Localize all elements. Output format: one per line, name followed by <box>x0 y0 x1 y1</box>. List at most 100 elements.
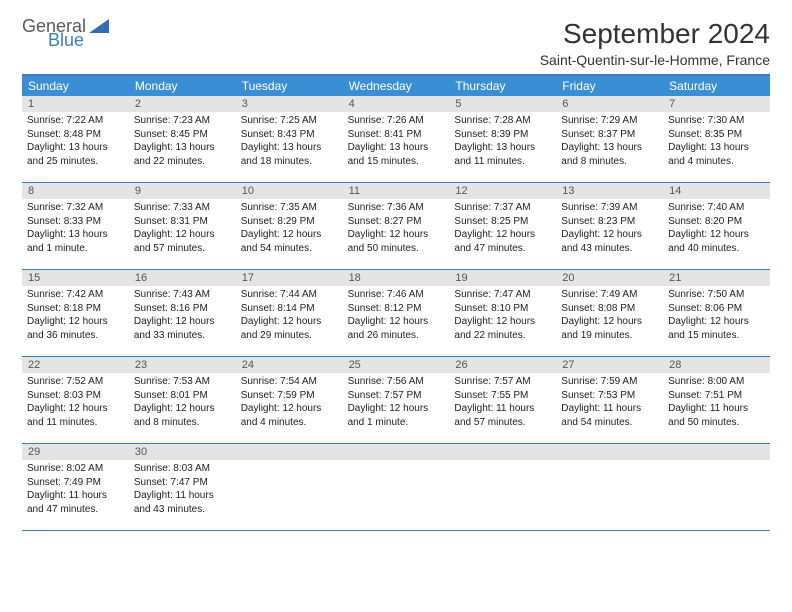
weeks-container: 1Sunrise: 7:22 AMSunset: 8:48 PMDaylight… <box>22 96 770 531</box>
logo-triangle-icon <box>89 19 109 33</box>
daylight-line1: Daylight: 12 hours <box>241 315 338 329</box>
sunrise-text: Sunrise: 7:56 AM <box>348 375 445 389</box>
calendar-day: 24Sunrise: 7:54 AMSunset: 7:59 PMDayligh… <box>236 357 343 443</box>
logo-text: General Blue <box>22 18 109 48</box>
calendar-day: 10Sunrise: 7:35 AMSunset: 8:29 PMDayligh… <box>236 183 343 269</box>
sunrise-text: Sunrise: 7:52 AM <box>27 375 124 389</box>
calendar-day: 25Sunrise: 7:56 AMSunset: 7:57 PMDayligh… <box>343 357 450 443</box>
daylight-line1: Daylight: 11 hours <box>668 402 765 416</box>
sunrise-text: Sunrise: 7:39 AM <box>561 201 658 215</box>
month-title: September 2024 <box>540 18 770 50</box>
day-number: 3 <box>236 96 343 112</box>
sunrise-text: Sunrise: 7:32 AM <box>27 201 124 215</box>
daylight-line2: and 33 minutes. <box>134 329 231 343</box>
daylight-line2: and 54 minutes. <box>241 242 338 256</box>
sunset-text: Sunset: 8:39 PM <box>454 128 551 142</box>
day-number: 20 <box>556 270 663 286</box>
day-body: Sunrise: 7:42 AMSunset: 8:18 PMDaylight:… <box>22 286 129 346</box>
calendar-day: 11Sunrise: 7:36 AMSunset: 8:27 PMDayligh… <box>343 183 450 269</box>
day-body <box>236 460 343 526</box>
calendar-day: 21Sunrise: 7:50 AMSunset: 8:06 PMDayligh… <box>663 270 770 356</box>
daylight-line2: and 1 minute. <box>27 242 124 256</box>
daylight-line1: Daylight: 11 hours <box>454 402 551 416</box>
sunrise-text: Sunrise: 7:33 AM <box>134 201 231 215</box>
daylight-line1: Daylight: 13 hours <box>27 228 124 242</box>
sunrise-text: Sunrise: 7:25 AM <box>241 114 338 128</box>
daylight-line2: and 50 minutes. <box>348 242 445 256</box>
daylight-line1: Daylight: 13 hours <box>454 141 551 155</box>
daylight-line2: and 15 minutes. <box>668 329 765 343</box>
daylight-line2: and 36 minutes. <box>27 329 124 343</box>
calendar-day <box>556 444 663 530</box>
sunset-text: Sunset: 8:43 PM <box>241 128 338 142</box>
daylight-line2: and 47 minutes. <box>27 503 124 517</box>
day-body <box>343 460 450 526</box>
daylight-line2: and 40 minutes. <box>668 242 765 256</box>
sunrise-text: Sunrise: 8:03 AM <box>134 462 231 476</box>
daylight-line1: Daylight: 11 hours <box>561 402 658 416</box>
day-number: 7 <box>663 96 770 112</box>
sunset-text: Sunset: 7:59 PM <box>241 389 338 403</box>
day-body: Sunrise: 7:22 AMSunset: 8:48 PMDaylight:… <box>22 112 129 172</box>
daylight-line1: Daylight: 12 hours <box>241 228 338 242</box>
day-number: 6 <box>556 96 663 112</box>
day-number: 21 <box>663 270 770 286</box>
day-body: Sunrise: 7:26 AMSunset: 8:41 PMDaylight:… <box>343 112 450 172</box>
calendar-week: 8Sunrise: 7:32 AMSunset: 8:33 PMDaylight… <box>22 183 770 270</box>
location: Saint-Quentin-sur-le-Homme, France <box>540 52 770 68</box>
calendar-day: 4Sunrise: 7:26 AMSunset: 8:41 PMDaylight… <box>343 96 450 182</box>
calendar-day: 22Sunrise: 7:52 AMSunset: 8:03 PMDayligh… <box>22 357 129 443</box>
sunrise-text: Sunrise: 7:47 AM <box>454 288 551 302</box>
sunrise-text: Sunrise: 7:50 AM <box>668 288 765 302</box>
sunrise-text: Sunrise: 7:28 AM <box>454 114 551 128</box>
calendar-day <box>449 444 556 530</box>
sunrise-text: Sunrise: 7:36 AM <box>348 201 445 215</box>
dow-sat: Saturday <box>663 76 770 96</box>
daylight-line2: and 43 minutes. <box>134 503 231 517</box>
daylight-line1: Daylight: 12 hours <box>668 315 765 329</box>
day-number: 30 <box>129 444 236 460</box>
day-number: 26 <box>449 357 556 373</box>
dow-mon: Monday <box>129 76 236 96</box>
daylight-line1: Daylight: 12 hours <box>27 315 124 329</box>
daylight-line2: and 57 minutes. <box>134 242 231 256</box>
day-number: 27 <box>556 357 663 373</box>
day-number: 25 <box>343 357 450 373</box>
calendar-day <box>236 444 343 530</box>
daylight-line1: Daylight: 12 hours <box>134 228 231 242</box>
sunset-text: Sunset: 8:12 PM <box>348 302 445 316</box>
day-body: Sunrise: 7:53 AMSunset: 8:01 PMDaylight:… <box>129 373 236 433</box>
sunset-text: Sunset: 8:27 PM <box>348 215 445 229</box>
daylight-line2: and 43 minutes. <box>561 242 658 256</box>
daylight-line2: and 22 minutes. <box>134 155 231 169</box>
calendar-week: 1Sunrise: 7:22 AMSunset: 8:48 PMDaylight… <box>22 96 770 183</box>
sunset-text: Sunset: 8:08 PM <box>561 302 658 316</box>
calendar-day: 2Sunrise: 7:23 AMSunset: 8:45 PMDaylight… <box>129 96 236 182</box>
sunrise-text: Sunrise: 7:37 AM <box>454 201 551 215</box>
sunset-text: Sunset: 8:01 PM <box>134 389 231 403</box>
day-body: Sunrise: 7:23 AMSunset: 8:45 PMDaylight:… <box>129 112 236 172</box>
dow-tue: Tuesday <box>236 76 343 96</box>
daylight-line1: Daylight: 12 hours <box>27 402 124 416</box>
daylight-line1: Daylight: 12 hours <box>454 315 551 329</box>
sunset-text: Sunset: 8:31 PM <box>134 215 231 229</box>
sunset-text: Sunset: 8:45 PM <box>134 128 231 142</box>
day-number: 28 <box>663 357 770 373</box>
sunrise-text: Sunrise: 7:35 AM <box>241 201 338 215</box>
daylight-line2: and 8 minutes. <box>561 155 658 169</box>
sunrise-text: Sunrise: 7:46 AM <box>348 288 445 302</box>
sunset-text: Sunset: 7:55 PM <box>454 389 551 403</box>
day-number: 12 <box>449 183 556 199</box>
calendar-day: 7Sunrise: 7:30 AMSunset: 8:35 PMDaylight… <box>663 96 770 182</box>
daylight-line1: Daylight: 13 hours <box>134 141 231 155</box>
calendar-day: 29Sunrise: 8:02 AMSunset: 7:49 PMDayligh… <box>22 444 129 530</box>
day-number: 23 <box>129 357 236 373</box>
daylight-line2: and 50 minutes. <box>668 416 765 430</box>
sunrise-text: Sunrise: 7:22 AM <box>27 114 124 128</box>
daylight-line2: and 15 minutes. <box>348 155 445 169</box>
daylight-line2: and 11 minutes. <box>454 155 551 169</box>
calendar-day: 20Sunrise: 7:49 AMSunset: 8:08 PMDayligh… <box>556 270 663 356</box>
day-body <box>449 460 556 526</box>
daylight-line2: and 18 minutes. <box>241 155 338 169</box>
daylight-line2: and 47 minutes. <box>454 242 551 256</box>
